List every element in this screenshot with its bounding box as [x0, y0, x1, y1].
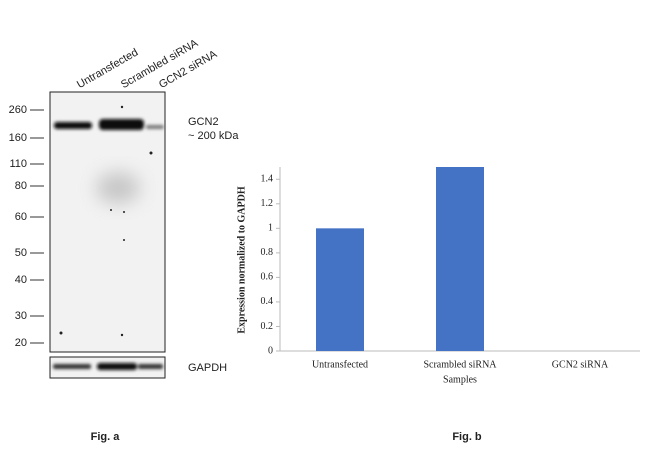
x-tick-label: Untransfected [312, 359, 368, 370]
blot-smudge [96, 172, 140, 204]
bar [316, 228, 364, 351]
y-tick-label: 0 [268, 345, 273, 356]
caption-b: Fig. b [452, 431, 482, 443]
marker-label: 110 [9, 158, 27, 170]
y-tick-label: 1.4 [261, 174, 274, 185]
y-axis-label: Expression normalized to GAPDH [236, 186, 247, 334]
marker-label: 160 [9, 132, 27, 144]
marker-label: 30 [15, 310, 27, 322]
marker-label: 40 [15, 274, 27, 286]
marker-label: 50 [15, 247, 27, 259]
caption-a: Fig. a [91, 431, 121, 443]
bar [436, 167, 484, 351]
blot-specks [59, 105, 153, 337]
y-tick-label: 0.8 [261, 247, 274, 258]
y-tick-label: 1.2 [261, 198, 274, 209]
loading-label: GAPDH [188, 362, 227, 374]
x-axis-label: Samples [443, 374, 477, 385]
gapdh-bands [53, 363, 163, 370]
gcn2-bands [54, 119, 164, 130]
y-tick-label: 0.2 [261, 321, 274, 332]
y-tick-label: 1 [268, 223, 273, 234]
y-tick-label: 0.4 [261, 296, 274, 307]
blot-membrane [49, 91, 166, 353]
band-label: GCN2 [188, 116, 219, 128]
marker-label: 60 [15, 211, 27, 223]
y-tick-label: 0.6 [261, 272, 274, 283]
x-tick-label: Scrambled siRNA [423, 359, 497, 370]
marker-label: 20 [15, 337, 27, 349]
x-tick-label: GCN2 siRNA [552, 359, 609, 370]
marker-label: 260 [9, 104, 27, 116]
marker-label: 80 [15, 180, 27, 192]
band-size: ~ 200 kDa [188, 130, 239, 142]
